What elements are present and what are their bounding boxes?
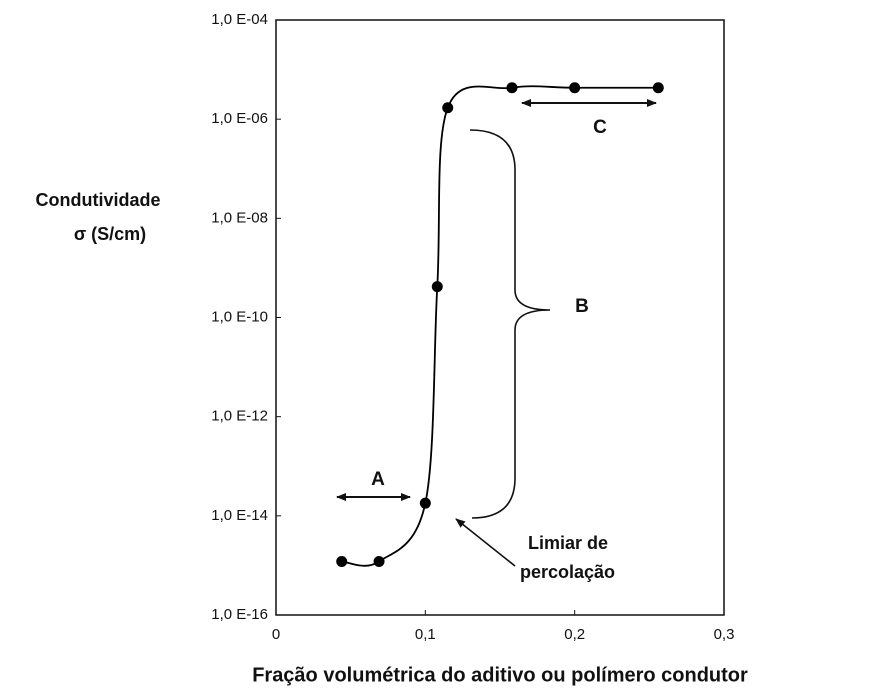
y-tick-label: 1,0 E-06 — [211, 110, 268, 127]
annotation: B — [575, 296, 589, 317]
y-tick-label: 1,0 E-10 — [211, 308, 268, 325]
annotation: C — [593, 117, 607, 138]
point — [431, 281, 443, 293]
point — [373, 555, 385, 567]
annotation: A — [371, 469, 385, 490]
x-tick-label: 0,1 — [415, 626, 436, 643]
y-tick-label: 1,0 E-04 — [211, 11, 268, 28]
y-tick-label: 1,0 E-14 — [211, 507, 268, 524]
y-tick-label: 1,0 E-08 — [211, 209, 268, 226]
point — [569, 82, 581, 94]
y-axis-label: Condutividade — [36, 190, 161, 210]
point — [652, 82, 664, 94]
y-tick-label: 1,0 E-16 — [211, 606, 268, 623]
point — [506, 82, 518, 94]
y-axis-label: σ (S/cm) — [74, 224, 146, 244]
x-tick-label: 0,2 — [564, 626, 585, 643]
annotation: percolação — [520, 562, 615, 582]
brace-b — [469, 129, 551, 519]
point — [336, 555, 348, 567]
point — [419, 497, 431, 509]
x-tick-label: 0,3 — [714, 626, 735, 643]
curve — [341, 85, 659, 567]
y-tick-label: 1,0 E-12 — [211, 408, 268, 425]
plot-frame — [275, 19, 725, 616]
x-axis-label: Fração volumétrica do aditivo ou polímer… — [252, 664, 748, 686]
annotation: Limiar de — [528, 533, 608, 553]
arrow-limiar — [455, 518, 516, 567]
point — [442, 102, 454, 114]
x-tick-label: 0 — [272, 626, 280, 643]
